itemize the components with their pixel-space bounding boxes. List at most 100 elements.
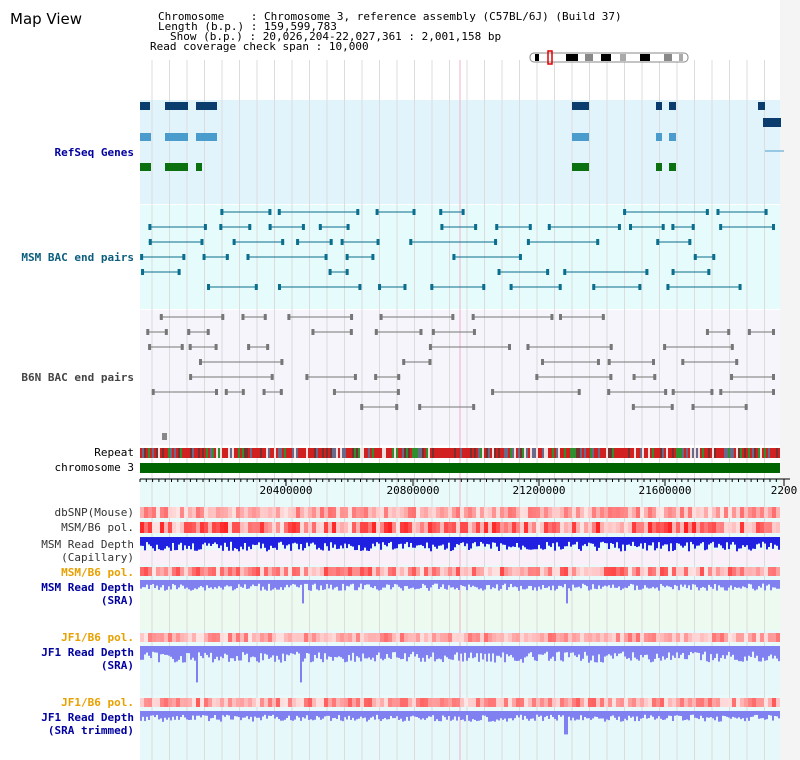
read-depth-bar: [258, 711, 260, 718]
repeat-mark: [544, 448, 546, 458]
repeat-mark: [354, 448, 356, 458]
read-depth-bar: [204, 537, 206, 543]
read-depth-bar: [328, 646, 330, 657]
repeat-mark: [758, 448, 760, 458]
read-depth-bar: [618, 711, 620, 717]
read-depth-bar: [374, 646, 376, 662]
read-depth-bar: [332, 580, 334, 590]
read-depth-bar: [724, 537, 726, 550]
jf1-b6-pol-trim-heat: [256, 698, 260, 707]
msm-b6-pol-sra-heat: [460, 567, 464, 576]
read-depth-bar: [338, 537, 340, 549]
jf1-b6-pol-trim-heat: [280, 698, 284, 707]
read-depth-bar: [248, 711, 250, 720]
read-depth-bar: [508, 711, 510, 719]
read-depth-bar: [240, 537, 242, 547]
repeat-mark: [760, 448, 762, 458]
read-depth-bar: [286, 580, 288, 585]
read-depth-bar: [452, 580, 454, 588]
read-depth-bar: [278, 646, 280, 660]
read-depth-bar: [202, 646, 204, 659]
read-depth-bar: [248, 580, 250, 589]
jf1-b6-pol-trim-heat: [556, 698, 560, 707]
read-depth-bar: [374, 537, 376, 547]
msm-b6-pol-sra-heat: [260, 567, 264, 576]
repeat-mark: [308, 448, 310, 458]
read-depth-bar: [158, 580, 160, 590]
repeat-mark: [546, 448, 548, 458]
read-depth-bar: [384, 711, 386, 719]
read-depth-bar: [392, 537, 394, 550]
jf1-b6-pol-trim-heat: [360, 698, 364, 707]
read-depth-bar: [702, 580, 704, 587]
bac-end-mark: [329, 239, 333, 245]
jf1-b6-pol-heat: [776, 633, 780, 642]
repeat-mark: [762, 448, 764, 458]
read-depth-bar: [586, 537, 588, 547]
repeat-mark: [648, 448, 650, 458]
read-depth-bar: [438, 711, 440, 722]
repeat-mark: [280, 448, 282, 458]
read-depth-bar: [694, 580, 696, 585]
read-depth-bar: [294, 646, 296, 655]
read-depth-bar: [372, 711, 374, 717]
read-depth-bar: [222, 537, 224, 551]
read-depth-bar: [640, 711, 642, 719]
dbsnp-heat: [540, 507, 544, 518]
msm-b6-pol-sra-heat: [572, 567, 576, 576]
msm-b6-pol-sra-heat: [588, 567, 592, 576]
read-depth-bar: [740, 646, 742, 662]
read-depth-bar: [480, 646, 482, 654]
repeat-mark: [470, 448, 472, 458]
msm-b6-pol-sra-heat: [176, 567, 180, 576]
read-depth-bar: [718, 537, 720, 544]
jf1-b6-pol-trim-heat: [312, 698, 316, 707]
read-depth-bar: [352, 580, 354, 584]
msm-b6-pol-sra-heat: [724, 567, 728, 576]
repeat-mark: [744, 448, 746, 458]
bac-end-mark: [358, 284, 362, 290]
read-depth-bar: [462, 646, 464, 662]
read-depth-bar: [408, 537, 410, 548]
read-depth-bar: [666, 580, 668, 586]
msm-b6-pol-sra-heat: [424, 567, 428, 576]
bac-end-mark: [691, 224, 695, 230]
read-depth-bar: [378, 646, 380, 653]
msm-b6-pol-heat: [532, 522, 536, 533]
jf1-b6-pol-heat: [492, 633, 496, 642]
repeat-mark: [560, 448, 562, 458]
jf1-b6-pol-trim-heat: [496, 698, 500, 707]
read-depth-bar: [426, 580, 428, 588]
read-depth-bar: [170, 580, 172, 590]
jf1-b6-pol-heat: [316, 633, 320, 642]
read-depth-bar: [316, 646, 318, 659]
repeat-mark: [250, 448, 252, 458]
repeat-mark: [212, 448, 214, 458]
read-depth-bar: [762, 646, 764, 658]
jf1-b6-pol-heat: [732, 633, 736, 642]
read-depth-bar: [430, 711, 432, 717]
read-depth-bar: [612, 537, 614, 544]
read-depth-bar: [580, 580, 582, 589]
read-depth-bar: [616, 580, 618, 588]
jf1-b6-pol-trim-heat: [236, 698, 240, 707]
jf1-b6-pol-heat: [756, 633, 760, 642]
dbsnp-heat: [444, 507, 448, 518]
dbsnp-heat: [424, 507, 428, 518]
repeat-mark: [532, 448, 534, 458]
read-depth-bar: [508, 646, 510, 657]
read-depth-bar: [636, 711, 638, 717]
msm-b6-pol-heat: [756, 522, 760, 533]
show-info: Show (b.p.) : 20,026,204-22,027,361 : 2,…: [170, 30, 502, 43]
read-depth-bar: [646, 711, 648, 719]
read-depth-bar: [734, 711, 736, 718]
msm-b6-pol-sra-heat: [320, 567, 324, 576]
read-depth-bar: [562, 646, 564, 662]
msm-b6-pol-heat: [772, 522, 776, 533]
read-depth-bar: [570, 537, 572, 547]
jf1-b6-pol-trim-heat: [632, 698, 636, 707]
read-depth-bar: [686, 711, 688, 720]
bac-end-mark: [198, 359, 202, 365]
jf1-b6-pol-trim-heat: [388, 698, 392, 707]
